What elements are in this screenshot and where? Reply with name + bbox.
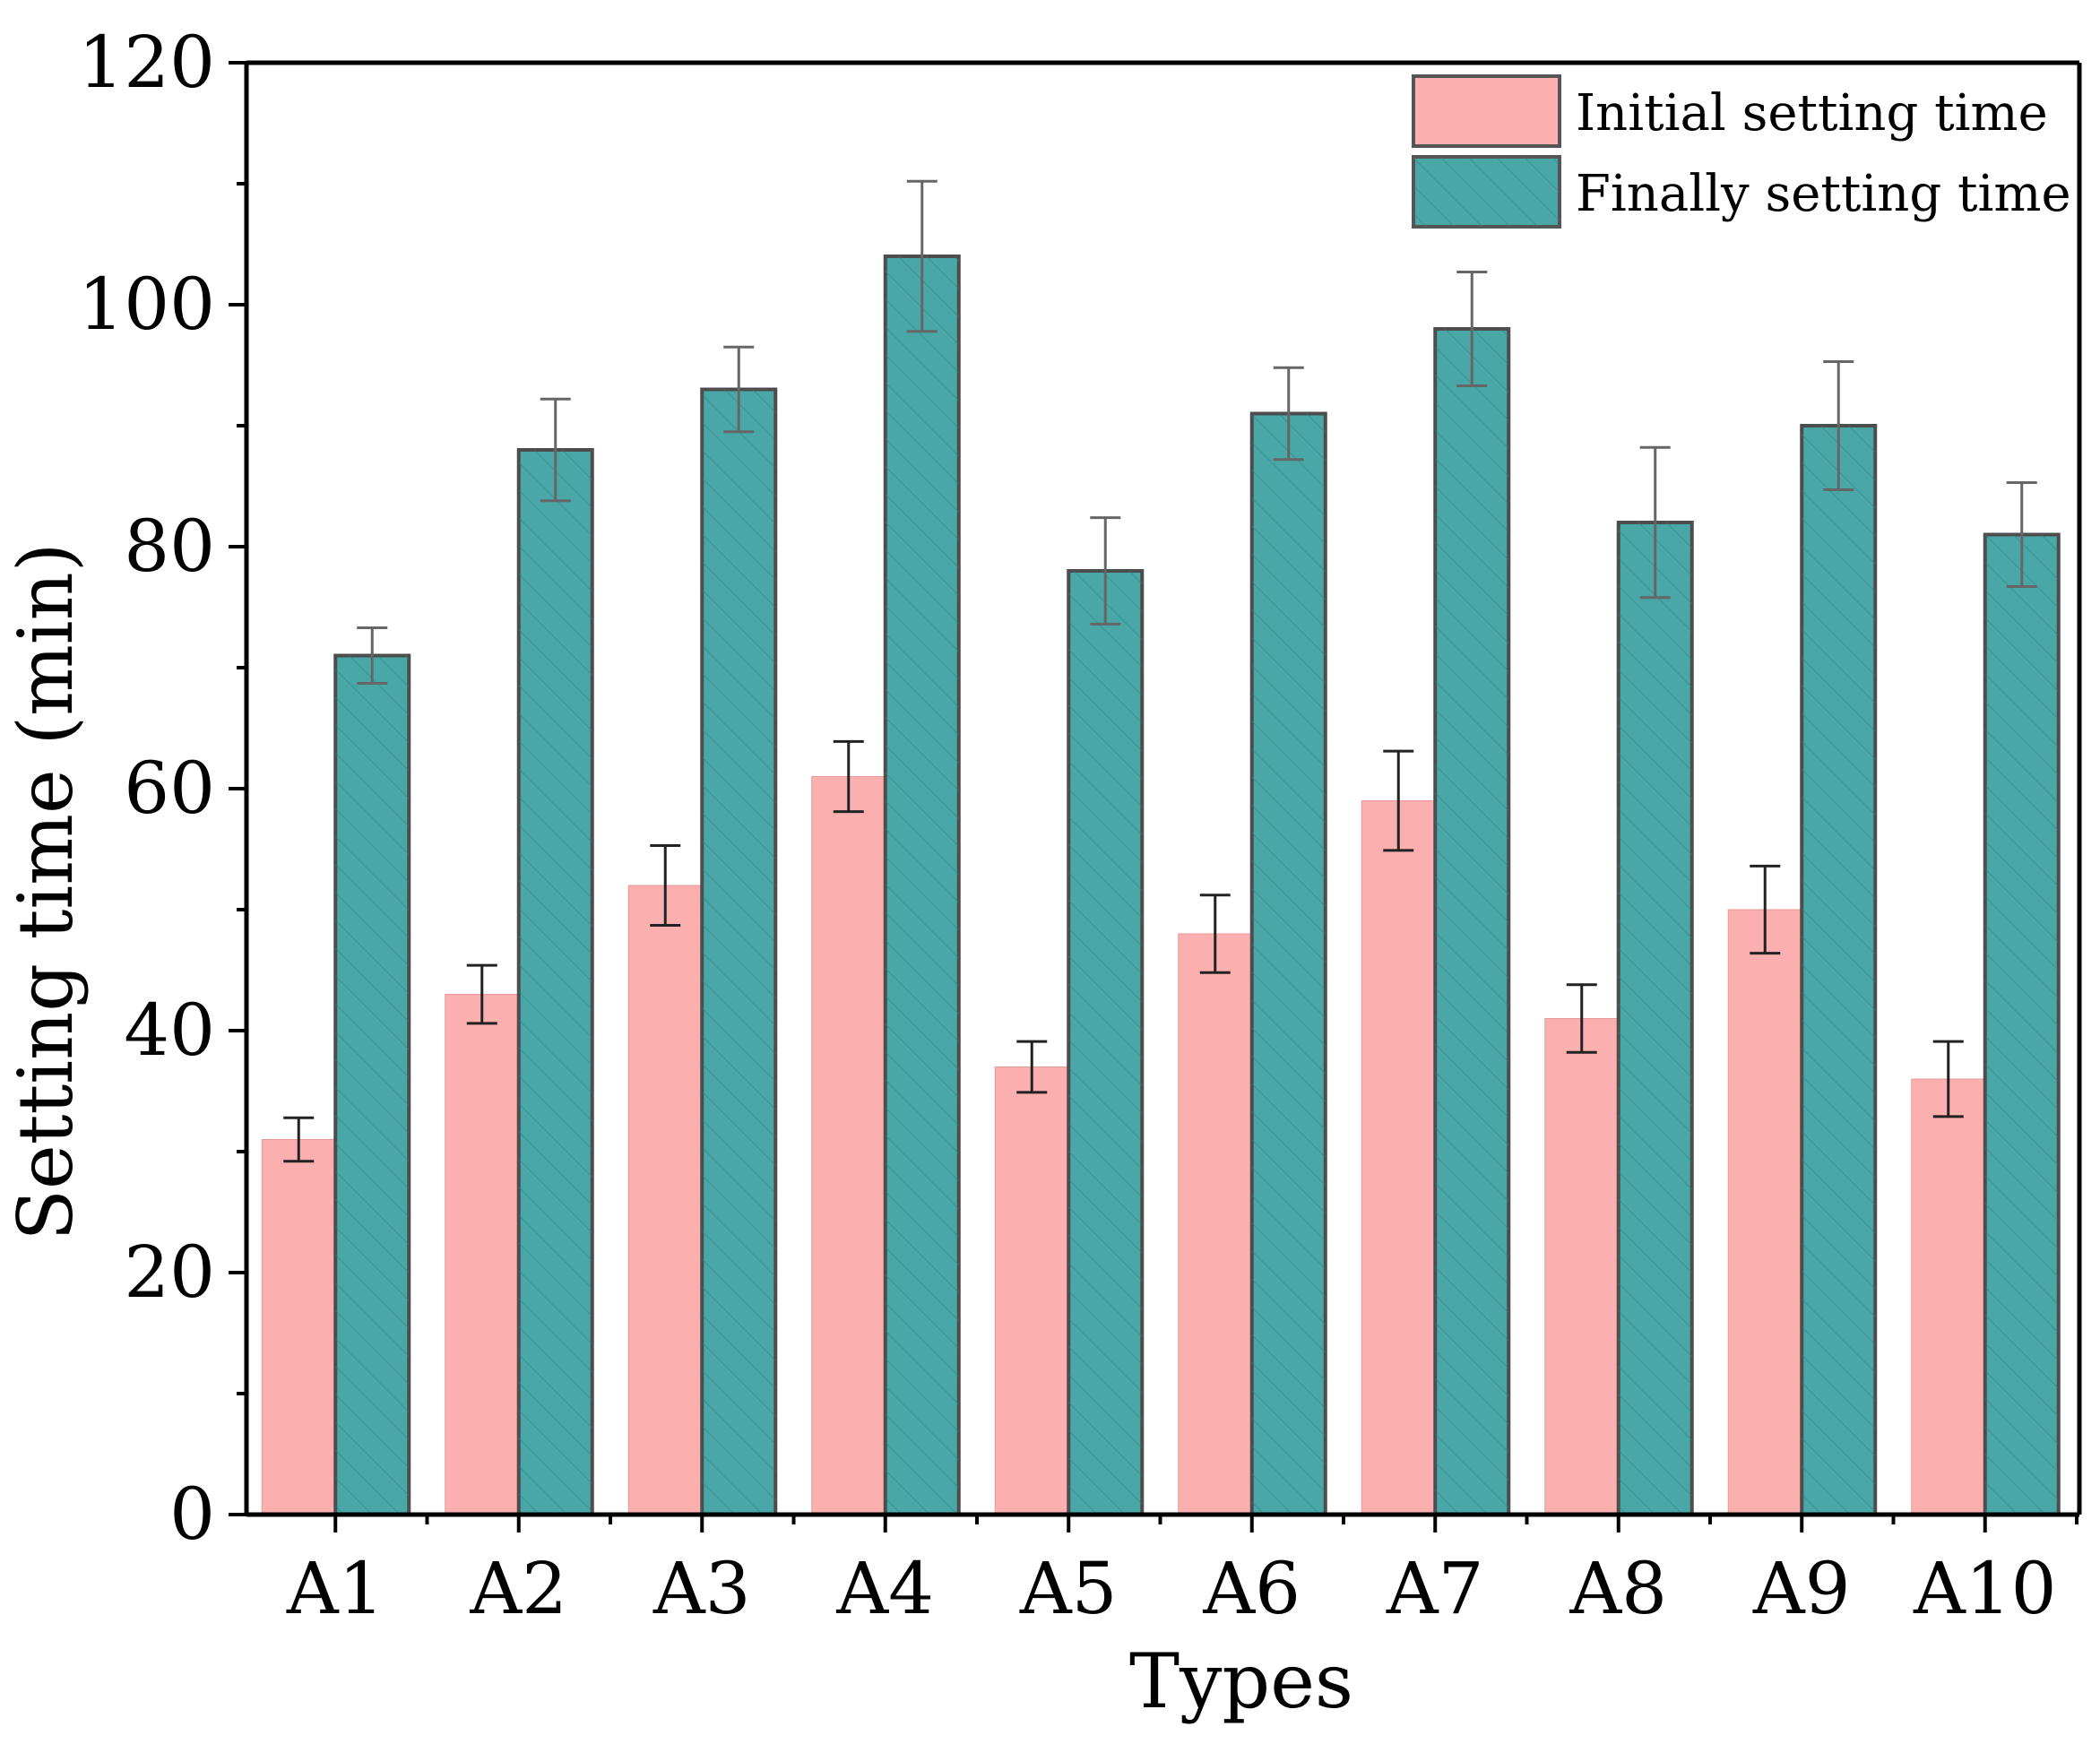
bar-initial-A9	[1727, 909, 1802, 1515]
legend-swatch-initial	[1412, 74, 1561, 148]
bar-initial-A5	[994, 1066, 1069, 1515]
error-bar-finally-A5	[1090, 516, 1121, 626]
bar-initial-A1	[261, 1139, 336, 1515]
x-tick-label-A6: A6	[1202, 1547, 1301, 1630]
error-bar-finally-A1	[357, 626, 388, 686]
error-bar-finally-A4	[906, 179, 938, 333]
y-tick-label-120: 120	[78, 21, 215, 104]
bar-hatch-A8	[1618, 522, 1692, 1515]
bars-layer	[261, 255, 2061, 1516]
error-bar-initial-A1	[283, 1116, 315, 1163]
x-tick-label-A4: A4	[835, 1547, 934, 1630]
error-bar-finally-A9	[1823, 359, 1854, 492]
error-bar-initial-A8	[1566, 983, 1597, 1054]
error-bar-finally-A7	[1456, 271, 1488, 387]
y-tick-label-60: 60	[124, 747, 215, 830]
y-tick-label-100: 100	[78, 263, 215, 346]
y-tick-label-40: 40	[124, 989, 215, 1072]
y-axis-label: Setting time (min)	[2, 542, 90, 1240]
error-bar-finally-A10	[2006, 480, 2037, 589]
legend-label-initial: Initial setting time	[1576, 84, 2048, 142]
bar-hatch-A5	[1068, 571, 1143, 1515]
tick-labels-layer: A1 A2 A3 A4 A5 A6 A7 A8 A9 A10 0 20 40 60 80 100 120	[78, 21, 2056, 1630]
bar-initial-A4	[811, 776, 886, 1515]
legend: Initial setting time Finally setting tim…	[1412, 74, 2071, 229]
bar-initial-A2	[445, 994, 520, 1515]
y-tick-label-0: 0	[169, 1472, 215, 1556]
bar-initial-A3	[627, 885, 703, 1515]
x-tick-label-A2: A2	[469, 1547, 567, 1630]
bar-hatch-A9	[1802, 426, 1876, 1515]
error-bar-finally-A3	[723, 345, 755, 434]
x-tick-label-A9: A9	[1752, 1547, 1851, 1630]
y-tick-label-20: 20	[124, 1230, 215, 1314]
error-bar-initial-A2	[466, 963, 497, 1025]
error-bar-finally-A6	[1273, 366, 1304, 462]
error-bar-finally-A2	[540, 397, 571, 503]
legend-swatch-finally-hatch	[1413, 157, 1560, 227]
error-bar-finally-A8	[1639, 445, 1671, 600]
error-bar-initial-A10	[1932, 1040, 1964, 1118]
error-bar-initial-A7	[1383, 749, 1414, 852]
x-tick-label-A10: A10	[1913, 1547, 2057, 1630]
x-tick-label-A7: A7	[1386, 1547, 1484, 1630]
error-bar-initial-A9	[1750, 864, 1781, 955]
bar-hatch-A3	[702, 389, 776, 1515]
y-tick-label-80: 80	[124, 505, 215, 588]
bar-initial-A7	[1361, 800, 1436, 1515]
bar-hatch-A4	[885, 256, 959, 1515]
bar-initial-A10	[1911, 1078, 1986, 1515]
legend-label-finally: Finally setting time	[1576, 165, 2071, 223]
error-bar-initial-A5	[1016, 1040, 1048, 1094]
bar-hatch-A7	[1435, 329, 1509, 1515]
x-axis-label: Types	[1129, 1637, 1353, 1725]
x-tick-label-A3: A3	[652, 1547, 751, 1630]
x-tick-label-A5: A5	[1019, 1547, 1118, 1630]
error-bar-initial-A4	[833, 739, 864, 814]
error-bar-initial-A3	[650, 843, 681, 928]
bar-initial-A6	[1178, 933, 1253, 1515]
bar-initial-A8	[1544, 1018, 1620, 1515]
error-bars-layer	[283, 179, 2037, 1163]
x-tick-label-A8: A8	[1569, 1547, 1667, 1630]
x-tick-label-A1: A1	[286, 1547, 385, 1630]
bar-hatch-A6	[1251, 413, 1326, 1515]
bar-hatch-A10	[1984, 534, 2059, 1515]
error-bar-initial-A6	[1199, 894, 1231, 974]
axes-layer	[229, 60, 2082, 1532]
bar-hatch-A1	[335, 655, 410, 1515]
bar-hatch-A2	[518, 450, 592, 1515]
